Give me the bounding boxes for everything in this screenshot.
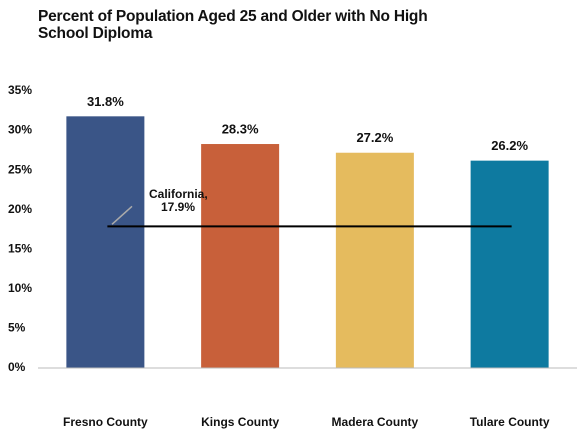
- y-tick-label: 5%: [8, 321, 26, 335]
- y-tick-label: 15%: [8, 241, 32, 255]
- annotation-pointer: [111, 205, 133, 225]
- chart-title: Percent of Population Aged 25 and Older …: [38, 8, 428, 42]
- bar: [66, 116, 145, 368]
- value-label: 26.2%: [491, 138, 528, 153]
- y-tick-label: 25%: [8, 162, 32, 176]
- y-tick-label: 10%: [8, 281, 32, 295]
- y-tick-label: 35%: [8, 83, 32, 97]
- y-tick-label: 0%: [8, 360, 26, 374]
- y-tick-label: 20%: [8, 202, 32, 216]
- bar: [470, 160, 549, 368]
- x-tick-label: Tulare County: [470, 415, 550, 429]
- y-tick-label: 30%: [8, 123, 32, 137]
- reference-name: California,: [149, 187, 208, 201]
- x-tick-label: Madera County: [332, 415, 419, 429]
- x-tick-label: Kings County: [201, 415, 279, 429]
- reference-label: 17.9%: [161, 200, 195, 214]
- bar: [335, 152, 414, 368]
- bar: [201, 144, 280, 368]
- value-label: 31.8%: [87, 94, 124, 109]
- value-label: 27.2%: [356, 130, 393, 145]
- value-label: 28.3%: [222, 121, 259, 136]
- x-tick-label: Fresno County: [63, 415, 148, 429]
